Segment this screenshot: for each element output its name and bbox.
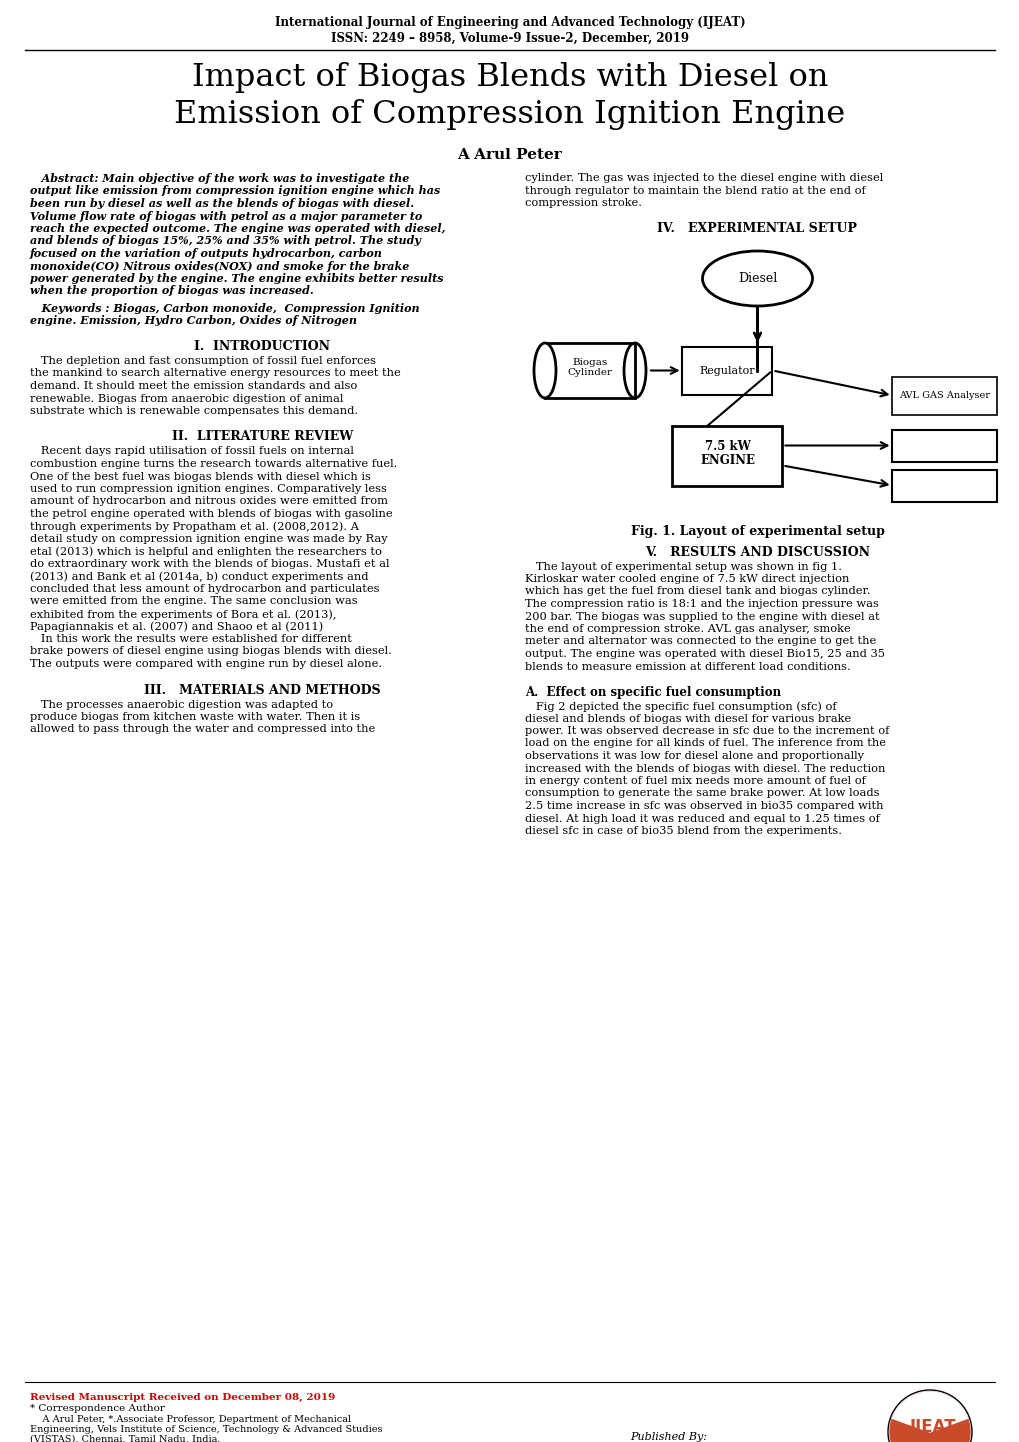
Text: observations it was low for diesel alone and proportionally: observations it was low for diesel alone… — [525, 751, 863, 761]
Text: The depletion and fast consumption of fossil fuel enforces: The depletion and fast consumption of fo… — [30, 356, 376, 366]
Text: engine. Emission, Hydro Carbon, Oxides of Nitrogen: engine. Emission, Hydro Carbon, Oxides o… — [30, 316, 357, 326]
Text: do extraordinary work with the blends of biogas. Mustafi et al: do extraordinary work with the blends of… — [30, 559, 389, 570]
Text: I.  INTRODUCTION: I. INTRODUCTION — [195, 340, 330, 353]
FancyArrowPatch shape — [676, 372, 769, 453]
Text: renewable. Biogas from anaerobic digestion of animal: renewable. Biogas from anaerobic digesti… — [30, 394, 343, 404]
Text: III.   MATERIALS AND METHODS: III. MATERIALS AND METHODS — [144, 684, 380, 696]
Text: power generated by the engine. The engine exhibits better results: power generated by the engine. The engin… — [30, 273, 443, 284]
Text: when the proportion of biogas was increased.: when the proportion of biogas was increa… — [30, 286, 314, 297]
Text: The compression ratio is 18:1 and the injection pressure was: The compression ratio is 18:1 and the in… — [525, 598, 878, 609]
Text: diesel sfc in case of bio35 blend from the experiments.: diesel sfc in case of bio35 blend from t… — [525, 826, 841, 836]
Text: allowed to pass through the water and compressed into the: allowed to pass through the water and co… — [30, 724, 375, 734]
Text: Abstract: Main objective of the work was to investigate the: Abstract: Main objective of the work was… — [30, 173, 409, 185]
Text: detail study on compression ignition engine was made by Ray: detail study on compression ignition eng… — [30, 534, 387, 544]
Text: Papagiannakis et al. (2007) and Shaoo et al (2011): Papagiannakis et al. (2007) and Shaoo et… — [30, 622, 323, 632]
Text: Fig. 1. Layout of experimental setup: Fig. 1. Layout of experimental setup — [630, 525, 883, 538]
Text: the petrol engine operated with blends of biogas with gasoline: the petrol engine operated with blends o… — [30, 509, 392, 519]
Text: exhibited from the experiments of Bora et al. (2013),: exhibited from the experiments of Bora e… — [30, 609, 336, 620]
Text: Recent days rapid utilisation of fossil fuels on internal: Recent days rapid utilisation of fossil … — [30, 447, 354, 457]
Text: consumption to generate the same brake power. At low loads: consumption to generate the same brake p… — [525, 789, 878, 799]
Text: Diesel: Diesel — [737, 273, 776, 286]
Text: 2.5 time increase in sfc was observed in bio35 compared with: 2.5 time increase in sfc was observed in… — [525, 800, 882, 810]
Polygon shape — [892, 1392, 967, 1432]
Text: the mankind to search alternative energy resources to meet the: the mankind to search alternative energy… — [30, 369, 400, 378]
Text: Revised Manuscript Received on December 08, 2019: Revised Manuscript Received on December … — [30, 1393, 335, 1402]
Bar — [892, 430, 997, 461]
Text: focused on the variation of outputs hydrocarbon, carbon: focused on the variation of outputs hydr… — [30, 248, 382, 260]
Text: monoxide(CO) Nitrous oxides(NOX) and smoke for the brake: monoxide(CO) Nitrous oxides(NOX) and smo… — [30, 261, 409, 271]
Text: blends to measure emission at different load conditions.: blends to measure emission at different … — [525, 662, 850, 672]
Text: in energy content of fuel mix needs more amount of fuel of: in energy content of fuel mix needs more… — [525, 776, 865, 786]
Text: meter and alternator was connected to the engine to get the: meter and alternator was connected to th… — [525, 636, 875, 646]
Text: * Correspondence Author: * Correspondence Author — [30, 1405, 165, 1413]
Text: International Journal of Engineering and Advanced Technology (IJEAT): International Journal of Engineering and… — [274, 16, 745, 29]
Text: compression stroke.: compression stroke. — [525, 198, 641, 208]
Text: Keywords : Biogas, Carbon monoxide,  Compression Ignition: Keywords : Biogas, Carbon monoxide, Comp… — [30, 303, 419, 314]
FancyArrowPatch shape — [753, 319, 760, 340]
Text: IV.   EXPERIMENTAL SETUP: IV. EXPERIMENTAL SETUP — [657, 222, 857, 235]
Text: A Arul Peter, *.Associate Professor, Department of Mechanical: A Arul Peter, *.Associate Professor, Dep… — [30, 1415, 351, 1425]
Text: used to run compression ignition engines. Comparatively less: used to run compression ignition engines… — [30, 485, 386, 495]
Text: Impact of Biogas Blends with Diesel on
Emission of Compression Ignition Engine: Impact of Biogas Blends with Diesel on E… — [174, 62, 845, 130]
Bar — [672, 425, 782, 486]
FancyArrowPatch shape — [785, 466, 887, 486]
Text: etal (2013) which is helpful and enlighten the researchers to: etal (2013) which is helpful and enlight… — [30, 547, 381, 557]
Text: through experiments by Propatham et al. (2008,2012). A: through experiments by Propatham et al. … — [30, 522, 359, 532]
Text: Kirloskar water cooled engine of 7.5 kW direct injection: Kirloskar water cooled engine of 7.5 kW … — [525, 574, 849, 584]
Text: AVL GAS Analyser: AVL GAS Analyser — [899, 391, 989, 399]
Text: increased with the blends of biogas with diesel. The reduction: increased with the blends of biogas with… — [525, 763, 884, 773]
FancyArrowPatch shape — [650, 368, 677, 373]
Text: Biogas
Cylinder: Biogas Cylinder — [567, 358, 611, 378]
Text: diesel. At high load it was reduced and equal to 1.25 times of: diesel. At high load it was reduced and … — [525, 813, 879, 823]
Text: 200 bar. The biogas was supplied to the engine with diesel at: 200 bar. The biogas was supplied to the … — [525, 611, 878, 622]
Text: power. It was observed decrease in sfc due to the increment of: power. It was observed decrease in sfc d… — [525, 725, 889, 735]
Text: Regulator: Regulator — [699, 365, 755, 375]
Text: (2013) and Bank et al (2014a, b) conduct experiments and: (2013) and Bank et al (2014a, b) conduct… — [30, 571, 368, 583]
Text: brake powers of diesel engine using biogas blends with diesel.: brake powers of diesel engine using biog… — [30, 646, 391, 656]
FancyArrowPatch shape — [785, 443, 887, 448]
Text: IJEAT: IJEAT — [909, 1417, 956, 1436]
Text: cylinder. The gas was injected to the diesel engine with diesel: cylinder. The gas was injected to the di… — [525, 173, 882, 183]
Text: load on the engine for all kinds of fuel. The inference from the: load on the engine for all kinds of fuel… — [525, 738, 886, 748]
Text: 7.5 kW
ENGINE: 7.5 kW ENGINE — [699, 440, 754, 467]
Bar — [544, 343, 635, 398]
Bar — [682, 346, 771, 395]
Text: diesel and blends of biogas with diesel for various brake: diesel and blends of biogas with diesel … — [525, 714, 850, 724]
Text: Published By:: Published By: — [630, 1432, 706, 1442]
Text: amount of hydrocarbon and nitrous oxides were emitted from: amount of hydrocarbon and nitrous oxides… — [30, 496, 387, 506]
Text: substrate which is renewable compensates this demand.: substrate which is renewable compensates… — [30, 407, 358, 415]
Circle shape — [890, 1392, 969, 1442]
Text: Engineering, Vels Institute of Science, Technology & Advanced Studies: Engineering, Vels Institute of Science, … — [30, 1425, 382, 1433]
Text: V.   RESULTS AND DISCUSSION: V. RESULTS AND DISCUSSION — [644, 545, 869, 558]
Text: Volume flow rate of biogas with petrol as a major parameter to: Volume flow rate of biogas with petrol a… — [30, 211, 422, 222]
Text: through regulator to maintain the blend ratio at the end of: through regulator to maintain the blend … — [525, 186, 865, 196]
Text: A Arul Peter: A Arul Peter — [458, 149, 561, 162]
Text: and blends of biogas 15%, 25% and 35% with petrol. The study: and blends of biogas 15%, 25% and 35% wi… — [30, 235, 421, 247]
Text: Fig 2 depicted the specific fuel consumption (sfc) of: Fig 2 depicted the specific fuel consump… — [525, 701, 836, 711]
Text: output. The engine was operated with diesel Bio15, 25 and 35: output. The engine was operated with die… — [525, 649, 884, 659]
Ellipse shape — [534, 343, 555, 398]
Text: were emitted from the engine. The same conclusion was: were emitted from the engine. The same c… — [30, 597, 358, 607]
Text: A.  Effect on specific fuel consumption: A. Effect on specific fuel consumption — [525, 686, 781, 699]
Text: The processes anaerobic digestion was adapted to: The processes anaerobic digestion was ad… — [30, 699, 333, 709]
Text: One of the best fuel was biogas blends with diesel which is: One of the best fuel was biogas blends w… — [30, 472, 371, 482]
Text: concluded that less amount of hydrocarbon and particulates: concluded that less amount of hydrocarbo… — [30, 584, 379, 594]
Bar — [892, 376, 997, 414]
Text: output like emission from compression ignition engine which has: output like emission from compression ig… — [30, 186, 440, 196]
Text: been run by diesel as well as the blends of biogas with diesel.: been run by diesel as well as the blends… — [30, 198, 414, 209]
Bar — [892, 470, 997, 502]
Text: ISSN: 2249 – 8958, Volume-9 Issue-2, December, 2019: ISSN: 2249 – 8958, Volume-9 Issue-2, Dec… — [331, 32, 688, 45]
Text: (VISTAS), Chennai, Tamil Nadu, India.: (VISTAS), Chennai, Tamil Nadu, India. — [30, 1435, 220, 1442]
Text: II.  LITERATURE REVIEW: II. LITERATURE REVIEW — [172, 431, 353, 444]
Text: the end of compression stroke. AVL gas analyser, smoke: the end of compression stroke. AVL gas a… — [525, 624, 850, 634]
Text: reach the expected outcome. The engine was operated with diesel,: reach the expected outcome. The engine w… — [30, 224, 445, 234]
Text: The layout of experimental setup was shown in fig 1.: The layout of experimental setup was sho… — [525, 561, 841, 571]
FancyArrowPatch shape — [774, 371, 887, 397]
Text: In this work the results were established for different: In this work the results were establishe… — [30, 634, 352, 645]
Text: combustion engine turns the research towards alternative fuel.: combustion engine turns the research tow… — [30, 459, 397, 469]
Text: demand. It should meet the emission standards and also: demand. It should meet the emission stan… — [30, 381, 357, 391]
Text: produce biogas from kitchen waste with water. Then it is: produce biogas from kitchen waste with w… — [30, 712, 360, 722]
Text: which has get the fuel from diesel tank and biogas cylinder.: which has get the fuel from diesel tank … — [525, 587, 869, 597]
Text: The outputs were compared with engine run by diesel alone.: The outputs were compared with engine ru… — [30, 659, 382, 669]
